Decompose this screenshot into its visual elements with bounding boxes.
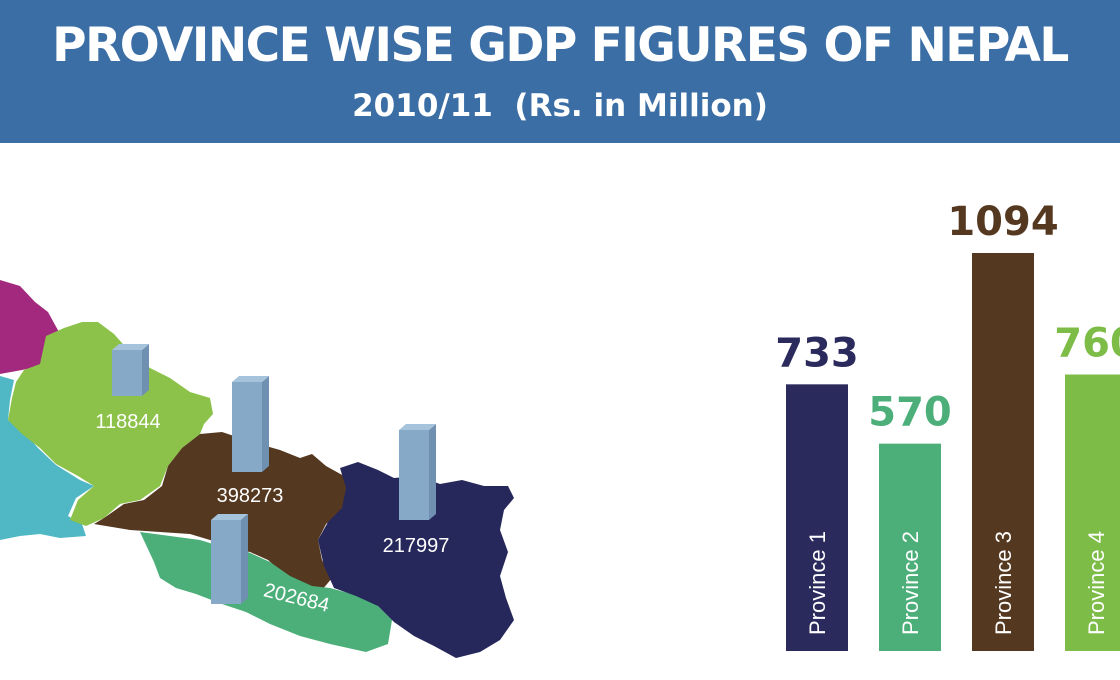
map-region-brown bbox=[94, 432, 348, 590]
bar-category-label-3: Province 3 bbox=[991, 531, 1016, 635]
bar-3 bbox=[972, 253, 1034, 651]
map-label-118844: 118844 bbox=[95, 411, 160, 433]
map-pillar-2 bbox=[232, 376, 269, 472]
map-pillar-1 bbox=[112, 344, 149, 396]
map-label-217997: 217997 bbox=[383, 535, 450, 557]
bar-4 bbox=[1065, 374, 1120, 651]
bar-value-label-4: 760 bbox=[1054, 321, 1120, 367]
map-region-navy bbox=[318, 462, 514, 658]
bar-value-label-1: 733 bbox=[775, 330, 859, 376]
map-label-398273: 398273 bbox=[217, 485, 284, 507]
map-region-cyan bbox=[0, 376, 94, 540]
map-region-green bbox=[140, 532, 392, 652]
bar-category-label-1: Province 1 bbox=[805, 531, 830, 635]
page-title: PROVINCE WISE GDP FIGURES OF NEPAL bbox=[52, 18, 1069, 73]
header-banner: PROVINCE WISE GDP FIGURES OF NEPAL 2010/… bbox=[0, 0, 1120, 143]
map-pillar-3 bbox=[399, 424, 436, 520]
bar-value-label-3: 1094 bbox=[947, 199, 1058, 245]
bar-1 bbox=[786, 384, 848, 651]
map-region-lime bbox=[8, 322, 213, 526]
page-subtitle: 2010/11 (Rs. in Million) bbox=[352, 88, 768, 124]
province-map: 118844 398273 217997 202684 bbox=[0, 280, 514, 658]
bar-value-label-2: 570 bbox=[868, 390, 952, 436]
map-pillar-4 bbox=[211, 514, 248, 604]
bar-category-label-4: Province 4 bbox=[1084, 531, 1109, 635]
bar-2 bbox=[879, 443, 941, 651]
bar-category-label-2: Province 2 bbox=[898, 531, 923, 635]
